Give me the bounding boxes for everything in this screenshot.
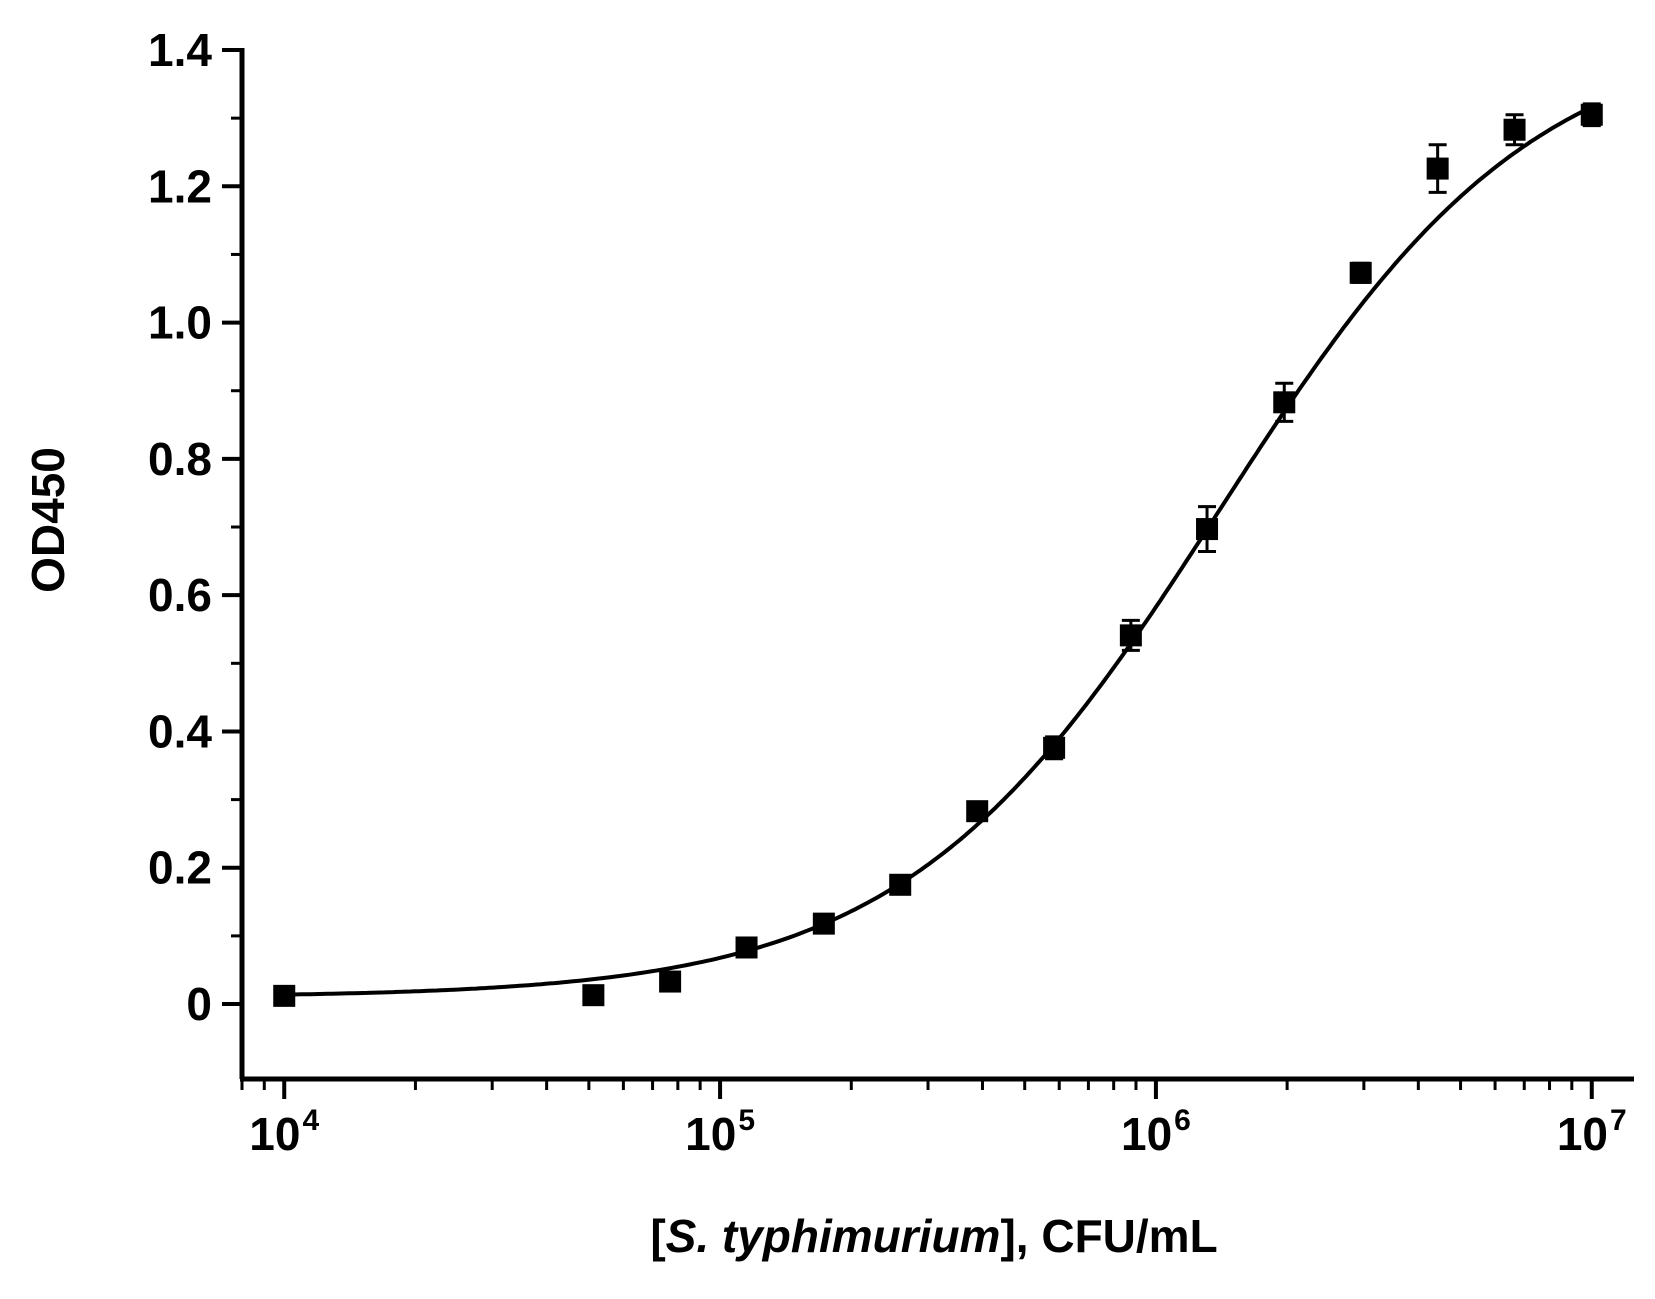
data-point [1349, 261, 1372, 284]
data-point [1119, 624, 1142, 647]
data-point [1503, 118, 1526, 141]
x-tick-exponent: 7 [1610, 1104, 1627, 1137]
y-tick-label: 1.4 [148, 24, 212, 76]
plot-area [273, 102, 1603, 1007]
data-point [273, 984, 296, 1007]
x-axis-label: [S. typhimurium], CFU/mL [650, 1210, 1217, 1262]
y-tick-label: 1.0 [148, 297, 212, 349]
data-point [1580, 103, 1603, 126]
x-tick-base: 10 [1557, 1108, 1608, 1160]
data-point [1043, 736, 1066, 759]
x-axis-label-units: ], CFU/mL [1000, 1210, 1217, 1262]
x-tick-base: 10 [1121, 1108, 1172, 1160]
x-axis: 104 105 106 107 [240, 1076, 1634, 1160]
data-point [659, 970, 682, 993]
y-tick-label: 0 [186, 978, 212, 1030]
x-tick-label: 105 [685, 1104, 755, 1160]
fit-curve [284, 105, 1593, 997]
x-tick-label: 104 [249, 1104, 319, 1160]
x-tick-exponent: 6 [1174, 1104, 1191, 1137]
data-point [812, 912, 835, 935]
x-axis-label-organism: S. typhimurium [666, 1210, 1001, 1262]
x-tick-exponent: 4 [302, 1104, 319, 1137]
data-point [735, 936, 758, 959]
data-point [1273, 391, 1296, 414]
y-axis: 0 0.2 0.4 0.6 0.8 1.0 1.2 1.4 [148, 24, 245, 1079]
data-point [966, 800, 989, 823]
data-point [1196, 518, 1219, 541]
y-tick-label: 0.6 [148, 569, 212, 621]
x-tick-base: 10 [249, 1108, 300, 1160]
x-tick-label: 107 [1557, 1104, 1627, 1160]
x-tick-base: 10 [685, 1108, 736, 1160]
x-axis-label-bracket: [ [650, 1210, 665, 1262]
y-tick-label: 0.4 [148, 705, 212, 757]
data-point [1426, 157, 1449, 180]
data-point [582, 984, 605, 1007]
x-tick-exponent: 5 [738, 1104, 755, 1137]
y-tick-label: 0.2 [148, 842, 212, 894]
y-axis-label: OD450 [22, 447, 74, 593]
y-tick-label: 1.2 [148, 160, 212, 212]
data-point [889, 873, 912, 896]
x-tick-label: 106 [1121, 1104, 1191, 1160]
y-tick-label: 0.8 [148, 433, 212, 485]
